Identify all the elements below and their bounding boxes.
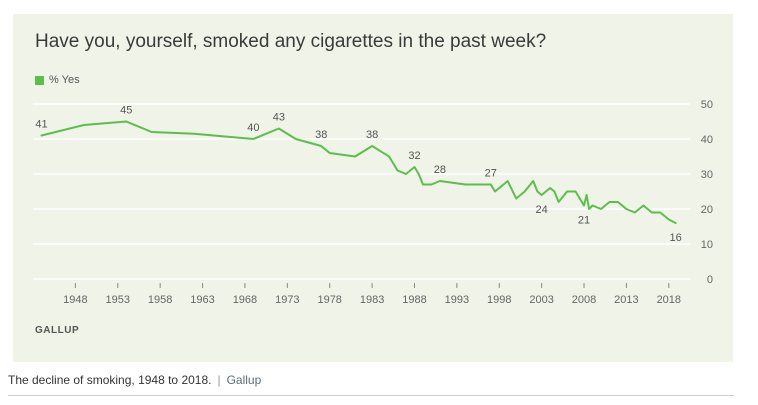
x-tick-label: 2013 [614,294,638,306]
data-label: 38 [315,129,327,141]
caption-text: The decline of smoking, 1948 to 2018. [8,373,212,387]
y-tick-label: 20 [701,204,713,216]
x-tick-label: 1998 [487,294,511,306]
x-tick-label: 2018 [657,294,681,306]
data-label: 24 [536,204,548,216]
gallup-brand: GALLUP [35,325,80,336]
x-tick-label: 1988 [402,294,426,306]
legend-swatch [35,75,44,85]
data-label: 16 [669,232,681,244]
chart-title: Have you, yourself, smoked any cigarette… [35,31,547,52]
x-tick-label: 1993 [445,294,469,306]
x-tick-label: 1948 [63,294,87,306]
x-tick-label: 2008 [572,294,596,306]
data-label: 40 [247,122,259,134]
data-label: 28 [434,164,446,176]
y-tick-label: 50 [701,99,713,111]
x-tick-label: 1953 [106,294,130,306]
data-label: 27 [485,168,497,180]
x-tick-label: 1978 [317,294,341,306]
caption-divider [8,395,734,396]
y-tick-label: 0 [707,274,713,286]
legend-label: % Yes [49,74,80,86]
data-label: 38 [366,129,378,141]
data-label: 41 [35,119,47,131]
caption-separator: | [217,373,221,387]
caption-source-link[interactable]: Gallup [226,373,262,387]
chart-panel: Have you, yourself, smoked any cigarette… [13,14,733,362]
y-tick-label: 10 [701,239,713,251]
x-tick-label: 1963 [190,294,214,306]
data-label: 45 [120,105,132,117]
legend: % Yes [35,74,80,86]
line-chart: 0 10 20 30 40 50 1948 1953 1958 1963 1968 1973 1978 1… [33,99,713,306]
x-tick-label: 2003 [529,294,553,306]
x-tick-label: 1973 [275,294,299,306]
figure-caption: The decline of smoking, 1948 to 2018. | Ga… [8,373,261,387]
data-label: 21 [578,215,590,227]
x-tick-label: 1983 [360,294,384,306]
y-tick-label: 40 [701,134,713,146]
data-label: 32 [408,150,420,162]
x-tick-label: 1968 [233,294,257,306]
x-tick-label: 1958 [148,294,172,306]
y-tick-label: 30 [701,169,713,181]
data-label: 43 [273,112,285,124]
series-line-yes [40,120,677,224]
